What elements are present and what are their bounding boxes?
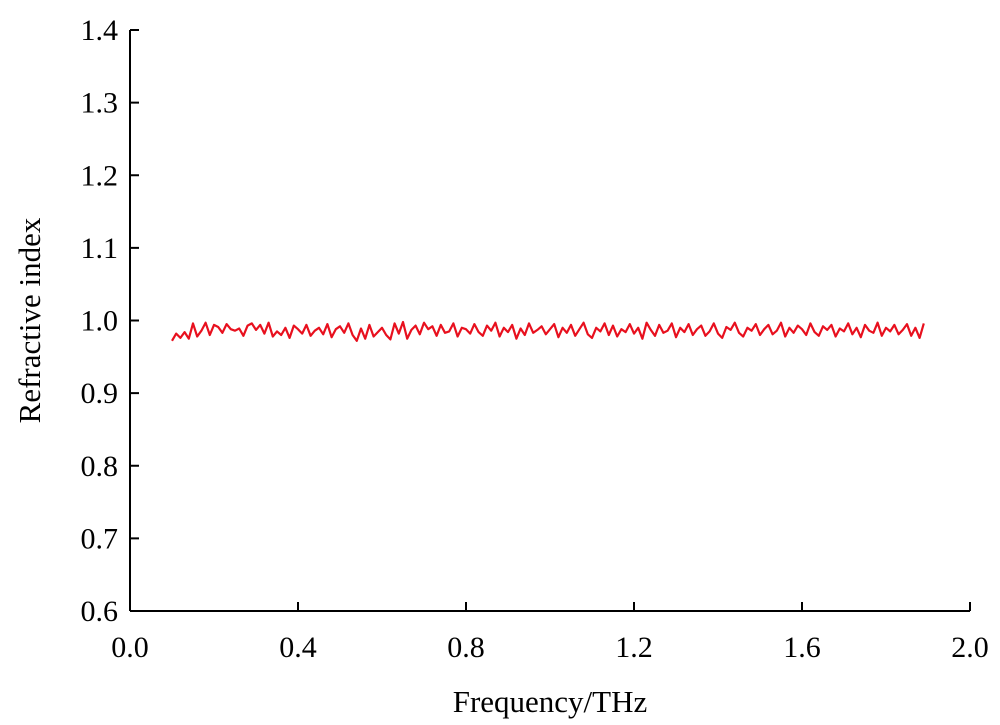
y-tick-label: 1.1 xyxy=(81,232,119,265)
y-tick-label: 0.8 xyxy=(81,450,119,483)
x-tick-label: 0.4 xyxy=(279,631,317,664)
y-tick-label: 1.2 xyxy=(81,159,119,192)
y-tick-label: 1.3 xyxy=(81,87,119,120)
y-axis-title: Refractive index xyxy=(12,217,47,423)
y-axis-ticks: 0.6 0.7 0.8 0.9 1.0 1.1 1.2 1.3 1.4 xyxy=(81,14,139,628)
x-axis-title: Frequency/THz xyxy=(453,684,648,719)
x-tick-label: 2.0 xyxy=(951,631,989,664)
y-tick-label: 1.0 xyxy=(81,305,119,338)
series-layer xyxy=(171,320,925,342)
y-tick-label: 0.7 xyxy=(81,522,119,555)
y-tick-label: 0.6 xyxy=(81,595,119,628)
x-tick-label: 0.8 xyxy=(447,631,485,664)
y-tick-label: 1.4 xyxy=(81,14,119,47)
x-tick-label: 0.0 xyxy=(111,631,149,664)
x-tick-label: 1.6 xyxy=(783,631,821,664)
x-tick-label: 1.2 xyxy=(615,631,653,664)
y-tick-label: 0.9 xyxy=(81,377,119,410)
refractive-index-series-line xyxy=(171,320,925,342)
x-axis-ticks: 0.0 0.4 0.8 1.2 1.6 2.0 xyxy=(111,602,989,664)
